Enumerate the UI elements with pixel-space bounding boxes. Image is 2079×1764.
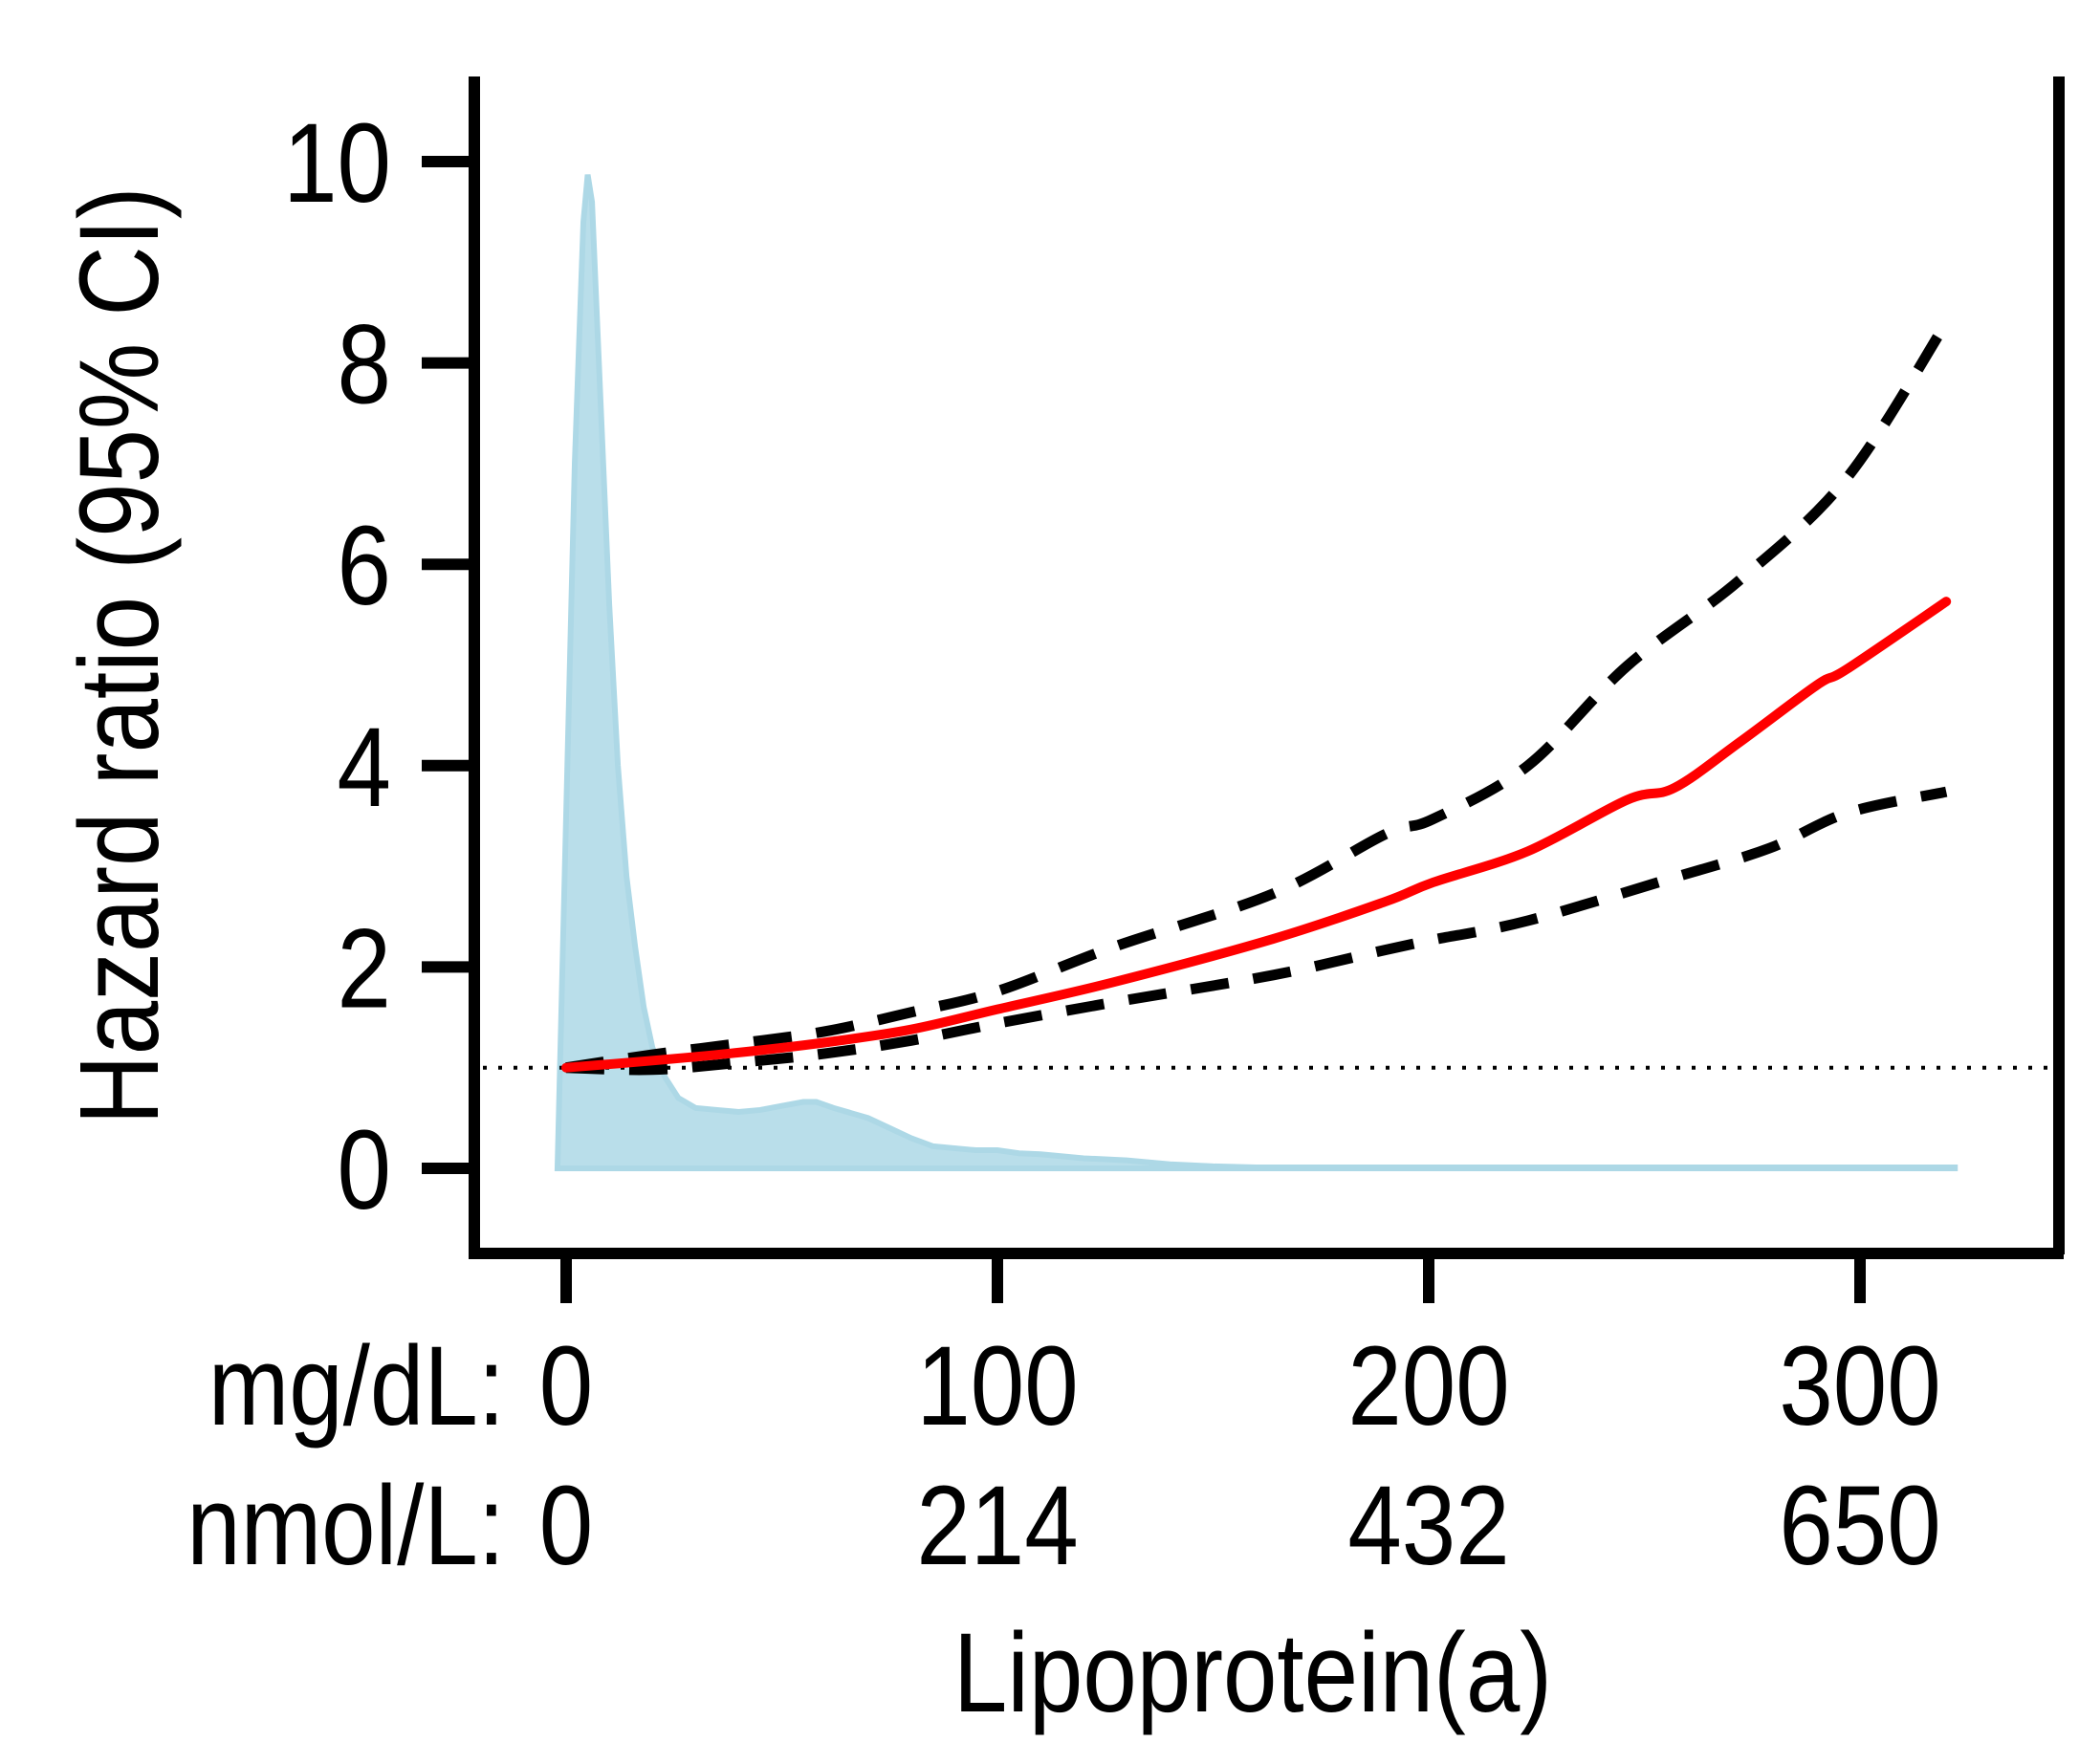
x-tick-label-mgdl: 200	[1347, 1323, 1509, 1449]
x-row-label-mgdl: mg/dL:	[208, 1323, 505, 1449]
hazard-ratio-line	[561, 597, 1952, 1073]
x-tick-label-mgdl: 100	[916, 1323, 1078, 1449]
y-tick-label: 0	[338, 1107, 391, 1233]
density-layer	[554, 174, 1959, 1171]
x-tick-label-mgdl: 0	[539, 1323, 593, 1449]
y-tick-label: 8	[338, 301, 391, 427]
y-tick-label: 10	[283, 100, 391, 227]
density-area	[554, 174, 1959, 1171]
x-row-label-nmol: nmol/L:	[186, 1463, 505, 1589]
x-tick-label-nmol: 650	[1779, 1463, 1940, 1589]
y-tick-label: 2	[338, 905, 391, 1032]
lower-95-ci-line	[565, 786, 1948, 1076]
x-tick-label-mgdl: 300	[1779, 1323, 1940, 1449]
y-tick-label: 6	[338, 503, 391, 629]
x-axis-title: Lipoprotein(a)	[953, 1610, 1552, 1736]
y-tick-label: 4	[338, 705, 391, 831]
x-tick-labels: 0 0 100 214 200 432 300 650	[539, 1323, 1941, 1589]
x-tick-label-nmol: 432	[1347, 1463, 1509, 1589]
x-tick-label-nmol: 0	[539, 1463, 593, 1589]
y-ticks: 0 2 4 6 8 10	[283, 100, 474, 1233]
series-layer	[561, 319, 1952, 1076]
x-ticks	[560, 1253, 1866, 1303]
upper-95-ci-line	[565, 319, 1951, 1074]
x-tick-label-nmol: 214	[916, 1463, 1078, 1589]
y-axis-title: Hazard ratio (95% CI)	[56, 186, 183, 1124]
